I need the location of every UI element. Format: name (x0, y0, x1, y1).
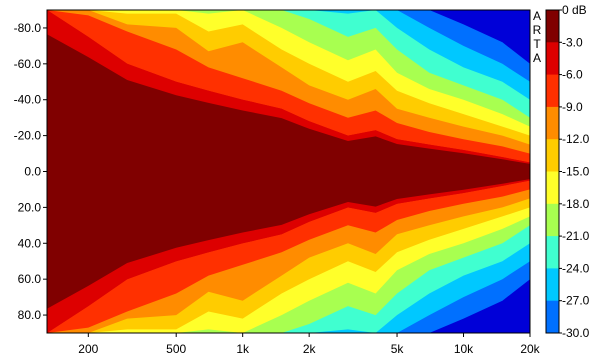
x-tick-label: 20k (520, 342, 540, 356)
y-tick-label: 20.0 (18, 200, 42, 214)
colorbar-swatch (546, 268, 559, 302)
colorbar-label: -21.0 (562, 229, 590, 243)
y-tick-label: -80.0 (14, 21, 42, 35)
colorbar-label: -24.0 (562, 261, 590, 275)
x-tick-label: 200 (78, 342, 98, 356)
colorbar-label: -30.0 (562, 326, 590, 340)
x-tick-label: 1k (236, 342, 250, 356)
colorbar-swatch (546, 171, 559, 205)
y-axis: -80.0 -60.0 -40.0 -20.0 0.0 20.0 40.0 60.0 80.0 (14, 21, 47, 322)
colorbar-label: -15.0 (562, 165, 590, 179)
colorbar-label: -12.0 (562, 132, 590, 146)
y-tick-label: -40.0 (14, 93, 42, 107)
watermark-letter: R (533, 23, 542, 37)
colorbar-swatch (546, 203, 559, 237)
x-tick-label: 5k (391, 342, 405, 356)
x-axis: 200 500 1k 2k 5k 10k 20k (78, 333, 541, 356)
x-tick-label: 10k (454, 342, 474, 356)
y-tick-label: 0.0 (24, 165, 41, 179)
colorbar-swatch (546, 236, 559, 269)
watermark-letter: A (533, 9, 541, 23)
colorbar-label: -18.0 (562, 197, 590, 211)
colorbar-swatch (546, 42, 559, 76)
watermark-letter: A (533, 51, 541, 65)
colorbar-swatch (546, 74, 559, 108)
y-tick-label: 40.0 (18, 236, 42, 250)
plot-area (47, 10, 530, 333)
colorbar-swatch (546, 10, 559, 43)
colorbar-label: -9.0 (562, 100, 583, 114)
colorbar-swatch (546, 106, 559, 140)
x-tick-label: 2k (303, 342, 317, 356)
y-tick-label: 60.0 (18, 272, 42, 286)
colorbar-swatch (546, 300, 559, 334)
colorbar-label: -6.0 (562, 68, 583, 82)
band-0db (47, 34, 530, 309)
colorbar-label: -27.0 (562, 294, 590, 308)
watermark-letter: T (533, 37, 541, 51)
colorbar-legend: 0 dB -3.0 -6.0 -9.0 -12.0 -15.0 -18.0 -21.0 -24.… (545, 3, 590, 340)
y-tick-label: 80.0 (18, 308, 42, 322)
x-tick-label: 500 (166, 342, 186, 356)
colorbar-label: -3.0 (562, 35, 583, 49)
colorbar-swatch (546, 139, 559, 172)
y-tick-label: -20.0 (14, 129, 42, 143)
y-tick-label: -60.0 (14, 57, 42, 71)
colorbar-label: 0 dB (562, 3, 587, 17)
